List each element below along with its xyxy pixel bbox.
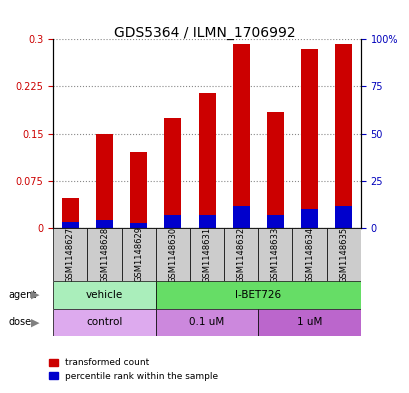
- Text: I-BET726: I-BET726: [235, 290, 281, 300]
- FancyBboxPatch shape: [121, 228, 155, 281]
- FancyBboxPatch shape: [258, 309, 360, 336]
- Text: GSM1148635: GSM1148635: [338, 226, 347, 283]
- Bar: [130, 223, 147, 228]
- Legend: transformed count, percentile rank within the sample: transformed count, percentile rank withi…: [45, 355, 222, 385]
- Text: agent: agent: [8, 290, 36, 300]
- Bar: [96, 220, 113, 228]
- Bar: [62, 198, 79, 228]
- FancyBboxPatch shape: [155, 281, 360, 309]
- Bar: [300, 209, 317, 228]
- Bar: [300, 49, 317, 228]
- Bar: [130, 152, 147, 228]
- Text: GSM1148628: GSM1148628: [100, 226, 109, 283]
- FancyBboxPatch shape: [189, 228, 224, 281]
- FancyBboxPatch shape: [326, 228, 360, 281]
- FancyBboxPatch shape: [258, 228, 292, 281]
- Bar: [232, 44, 249, 228]
- Text: GSM1148627: GSM1148627: [66, 226, 75, 283]
- Text: 0.1 uM: 0.1 uM: [189, 317, 224, 327]
- Bar: [198, 93, 215, 228]
- Bar: [232, 206, 249, 228]
- FancyBboxPatch shape: [155, 228, 189, 281]
- Bar: [198, 215, 215, 228]
- FancyBboxPatch shape: [53, 228, 87, 281]
- Text: GSM1148633: GSM1148633: [270, 226, 279, 283]
- Text: ▶: ▶: [31, 290, 39, 300]
- Text: GSM1148630: GSM1148630: [168, 226, 177, 283]
- Text: 1 uM: 1 uM: [296, 317, 321, 327]
- Text: GSM1148632: GSM1148632: [236, 226, 245, 283]
- FancyBboxPatch shape: [53, 309, 155, 336]
- Text: GSM1148629: GSM1148629: [134, 226, 143, 283]
- Bar: [266, 215, 283, 228]
- Bar: [164, 215, 181, 228]
- FancyBboxPatch shape: [53, 281, 155, 309]
- Text: vehicle: vehicle: [86, 290, 123, 300]
- FancyBboxPatch shape: [224, 228, 258, 281]
- Bar: [62, 222, 79, 228]
- Bar: [334, 44, 351, 228]
- Bar: [96, 134, 113, 228]
- Bar: [334, 206, 351, 228]
- Text: dose: dose: [8, 317, 31, 327]
- Text: GSM1148631: GSM1148631: [202, 226, 211, 283]
- Bar: [164, 118, 181, 228]
- FancyBboxPatch shape: [155, 309, 258, 336]
- Text: GSM1148634: GSM1148634: [304, 226, 313, 283]
- Text: ▶: ▶: [31, 317, 39, 327]
- FancyBboxPatch shape: [87, 228, 121, 281]
- Text: control: control: [86, 317, 122, 327]
- Bar: [266, 112, 283, 228]
- FancyBboxPatch shape: [292, 228, 326, 281]
- Text: GDS5364 / ILMN_1706992: GDS5364 / ILMN_1706992: [114, 26, 295, 40]
